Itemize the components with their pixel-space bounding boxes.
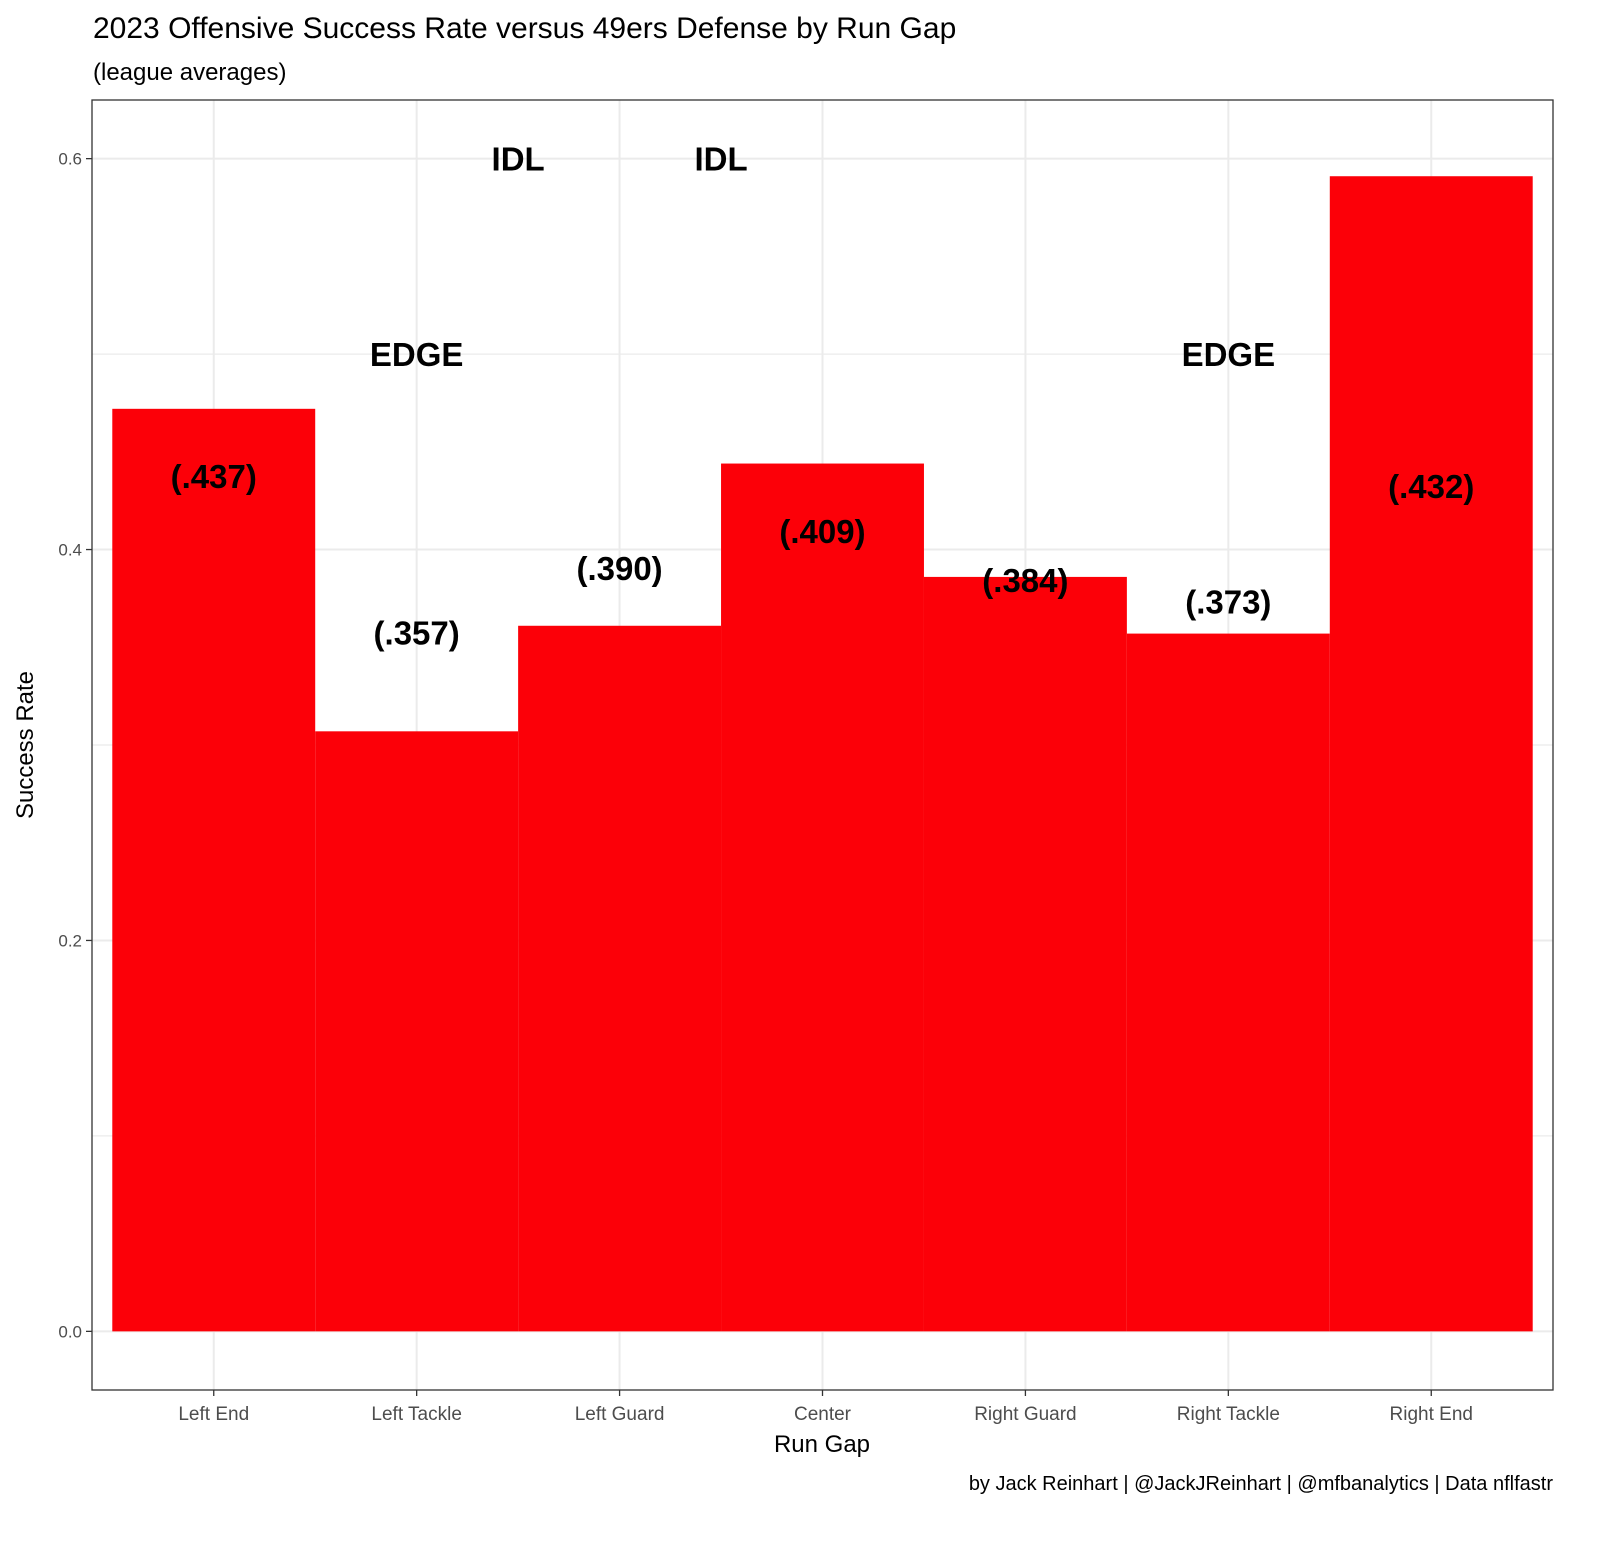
y-tick-label: 0.0 [58,1322,82,1341]
league-average-label: (.390) [576,550,662,587]
league-average-label: (.409) [779,513,865,550]
x-tick-label: Left End [178,1404,249,1425]
bars [112,176,1533,1332]
bar [112,408,316,1332]
chart-subtitle: (league averages) [93,59,286,86]
bar [518,625,722,1332]
bar [315,731,519,1332]
x-tick-label: Right Guard [974,1404,1076,1425]
y-axis-title: Success Rate [12,671,39,819]
data-labels: (.437) (.357) (.390) (.409) (.384) (.373) (.43… [171,458,1475,651]
bar [923,576,1127,1332]
position-annotation: IDL [694,141,747,178]
y-tick-label: 0.4 [58,541,82,560]
league-average-label: (.437) [171,458,257,495]
league-average-label: (.384) [982,562,1068,599]
x-axis: Left End Left Tackle Left Guard Center Right… [178,1390,1473,1425]
league-average-label: (.373) [1185,583,1271,620]
y-tick-label: 0.6 [58,150,82,169]
x-tick-label: Center [794,1404,852,1425]
annotations: EDGE IDL IDL EDGE [370,141,1275,373]
chart-title: 2023 Offensive Success Rate versus 49ers… [93,12,956,45]
x-tick-label: Right End [1390,1404,1473,1425]
bar [1329,176,1533,1332]
y-tick-label: 0.2 [58,931,82,950]
x-tick-label: Left Guard [575,1404,665,1425]
x-tick-label: Left Tackle [371,1404,461,1425]
league-average-label: (.432) [1388,468,1474,505]
position-annotation: EDGE [370,336,464,373]
x-axis-title: Run Gap [774,1431,870,1458]
bar [721,463,924,1332]
y-axis: 0.0 0.2 0.4 0.6 [58,150,92,1341]
league-average-label: (.357) [374,615,460,652]
position-annotation: EDGE [1182,336,1276,373]
bar [1126,633,1330,1332]
x-tick-label: Right Tackle [1177,1404,1280,1425]
position-annotation: IDL [492,141,545,178]
caption: by Jack Reinhart | @JackJReinhart | @mfb… [969,1473,1554,1495]
